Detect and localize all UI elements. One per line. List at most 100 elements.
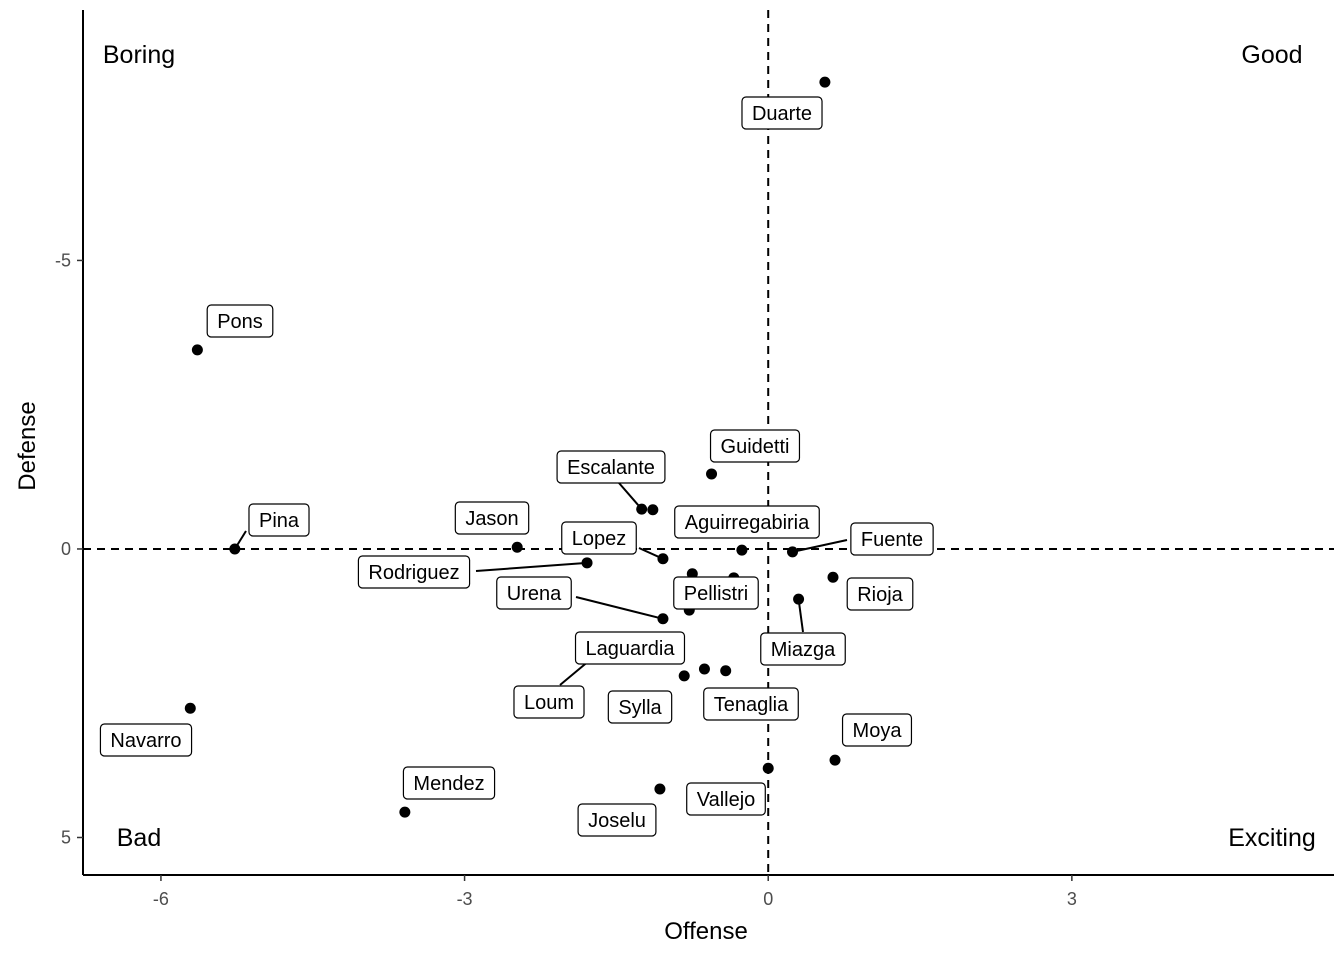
point-label-text: Moya [853, 720, 903, 742]
point-label-text: Guidetti [721, 436, 790, 458]
data-point [636, 503, 648, 515]
label-connector [575, 596, 664, 620]
data-point [678, 670, 690, 682]
data-point [654, 783, 666, 795]
point-label-text: Pellistri [684, 583, 748, 605]
data-point [736, 544, 748, 556]
x-tick-label: -3 [457, 889, 473, 909]
point-label-text: Laguardia [586, 638, 676, 660]
y-tick-label: 0 [61, 539, 71, 559]
y-axis-title: Defense [14, 401, 41, 490]
x-tick-label: 0 [763, 889, 773, 909]
data-point [829, 754, 841, 766]
point-label-box [248, 503, 310, 537]
point-label-text: Joselu [588, 810, 646, 832]
point-label-text: Tenaglia [714, 694, 789, 716]
point-label: Moya [841, 713, 913, 747]
y-tick-label: -5 [55, 250, 71, 270]
data-point [657, 613, 669, 625]
point-label-text: Vallejo [697, 789, 756, 811]
point-label-text: Urena [507, 583, 562, 605]
point-label: Fuente [850, 522, 934, 556]
point-label-box [357, 555, 471, 589]
point-label: Pina [248, 503, 310, 537]
point-label: Aguirregabiria [674, 505, 820, 539]
point-label-box [673, 576, 759, 610]
point-label-box [686, 782, 766, 816]
point-label-text: Jason [465, 508, 518, 530]
point-label-box [561, 521, 637, 555]
label-connector [797, 599, 804, 633]
point-label: Lopez [561, 521, 637, 555]
point-label-text: Pons [217, 311, 263, 333]
point-label: Loum [513, 685, 585, 719]
point-label-box [206, 304, 274, 338]
point-label: Duarte [741, 96, 823, 130]
data-point [819, 76, 831, 88]
point-label-text: Mendez [413, 773, 484, 795]
point-label: Jason [454, 501, 530, 535]
point-label-box [674, 505, 820, 539]
point-label: Escalante [556, 450, 666, 484]
x-tick-label: -6 [153, 889, 169, 909]
point-label: Vallejo [686, 782, 766, 816]
point-label-box [574, 631, 686, 665]
point-label-text: Aguirregabiria [685, 512, 810, 534]
point-label-box [454, 501, 530, 535]
point-label: Tenaglia [703, 687, 799, 721]
quadrant-label-boring: Boring [103, 41, 175, 69]
point-label-text: Navarro [110, 730, 181, 752]
label-connector [792, 539, 848, 553]
label-connector [618, 482, 643, 510]
point-label-text: Lopez [572, 528, 627, 550]
label-connector [475, 561, 588, 572]
data-point [191, 344, 203, 356]
point-label: Rodriguez [357, 555, 471, 589]
point-label: Guidetti [709, 429, 801, 463]
data-point [793, 593, 805, 605]
point-label-text: Miazga [771, 639, 836, 661]
point-label-box [513, 685, 585, 719]
data-point [647, 504, 659, 516]
point-label: Miazga [760, 632, 846, 666]
point-label: Mendez [402, 766, 496, 800]
point-label-text: Fuente [861, 529, 923, 551]
data-point [706, 468, 718, 480]
point-label-box [496, 576, 572, 610]
point-label-box [607, 690, 673, 724]
quadrant-label-good: Good [1241, 41, 1302, 69]
data-point [184, 702, 196, 714]
point-label-box [703, 687, 799, 721]
data-point [720, 665, 732, 677]
point-label-box [556, 450, 666, 484]
point-label-box [709, 429, 801, 463]
point-label-box [846, 577, 914, 611]
point-label: Joselu [577, 803, 657, 837]
point-label-text: Loum [524, 692, 574, 714]
point-label-box [760, 632, 846, 666]
point-label: Navarro [99, 723, 193, 757]
data-point [762, 762, 774, 774]
y-tick-label: 5 [61, 827, 71, 847]
point-label-box [850, 522, 934, 556]
quadrant-label-bad: Bad [117, 824, 161, 852]
point-label: Sylla [607, 690, 673, 724]
data-point [399, 806, 411, 818]
point-label-box [741, 96, 823, 130]
point-label-box [841, 713, 913, 747]
point-label-box [577, 803, 657, 837]
data-point [698, 663, 710, 675]
quadrant-label-exciting: Exciting [1228, 824, 1316, 852]
point-label-text: Escalante [567, 457, 655, 479]
point-label-box [99, 723, 193, 757]
data-point [657, 553, 669, 565]
point-label-text: Rioja [857, 584, 903, 606]
x-tick-label: 3 [1067, 889, 1077, 909]
point-label: Urena [496, 576, 572, 610]
data-point [581, 557, 593, 569]
point-label-box [402, 766, 496, 800]
point-label: Laguardia [574, 631, 686, 665]
data-point [787, 546, 799, 558]
point-label-text: Rodriguez [368, 562, 459, 584]
